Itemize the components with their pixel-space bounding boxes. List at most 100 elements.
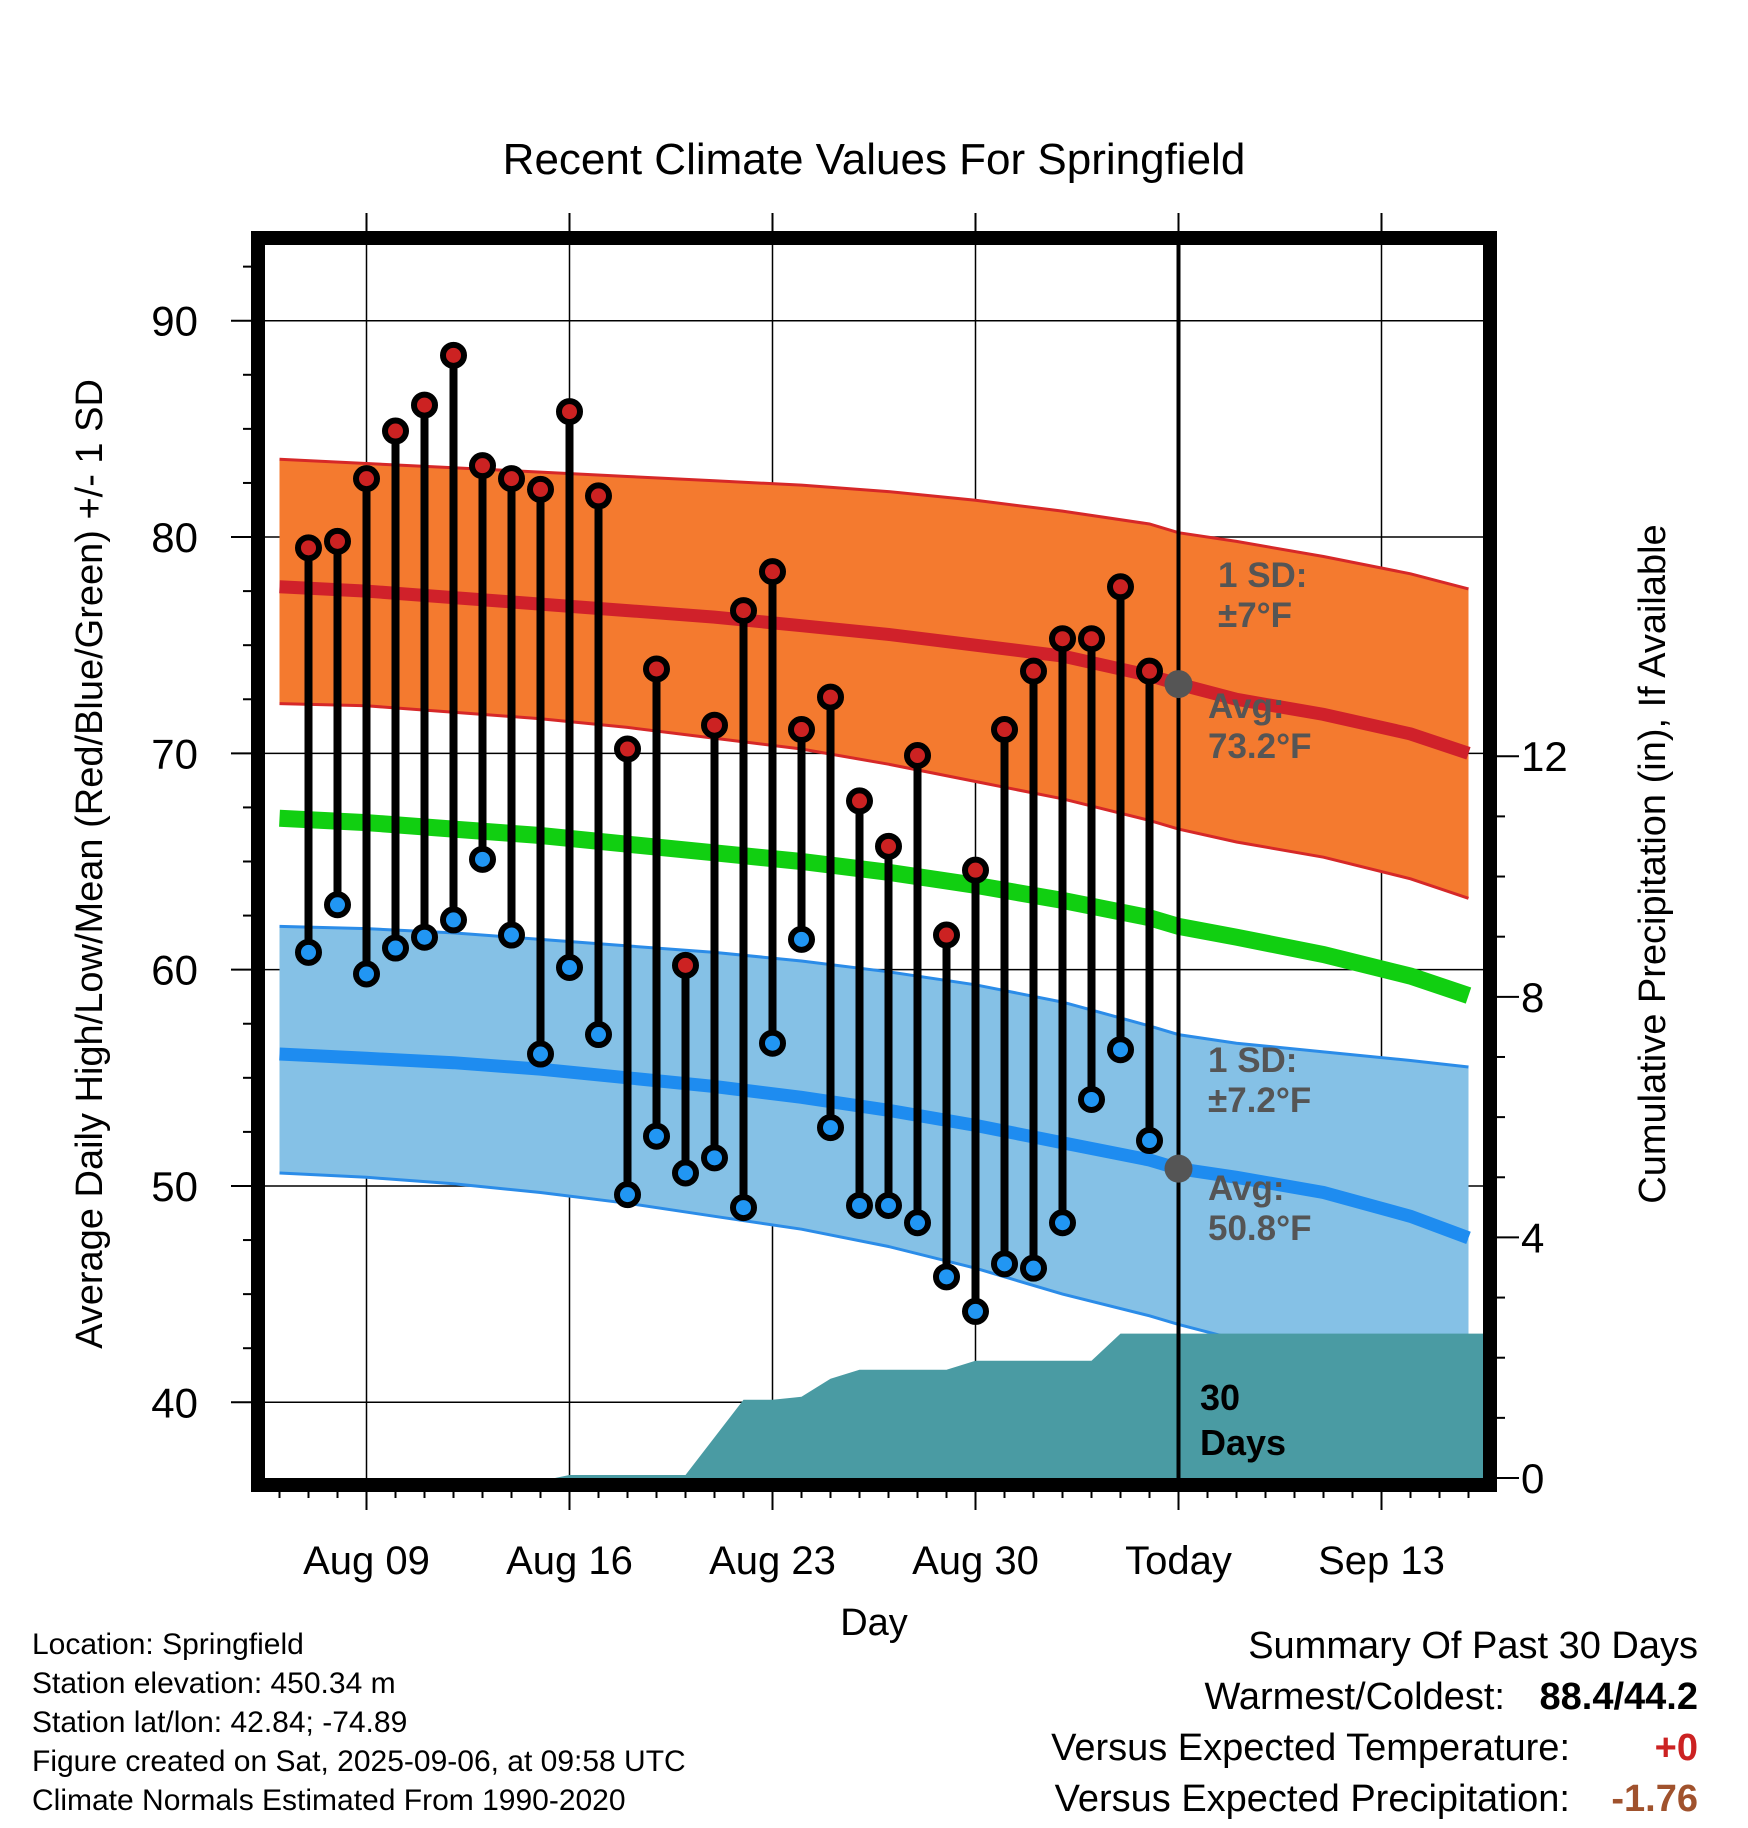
high-point [440, 341, 467, 369]
high-point [527, 475, 554, 503]
y-tick-label: 50 [151, 1163, 198, 1210]
temp-departure-row: Versus Expected Temperature: +0 [1051, 1723, 1698, 1774]
low-point [440, 906, 467, 934]
precip-departure-label: Versus Expected Precipitation: [1054, 1778, 1570, 1820]
high-lower-edge [279, 702, 1469, 900]
low-point [672, 1159, 699, 1187]
y2-tick-label: 12 [1521, 733, 1568, 780]
plot-frame [251, 231, 1497, 1492]
x-tick-label: Today [1125, 1539, 1232, 1583]
high-point [1049, 625, 1076, 653]
warmest-coldest-value: 88.4/44.2 [1539, 1676, 1698, 1718]
low-point [498, 921, 525, 949]
station-info: Location: Springfield Station elevation:… [32, 1625, 686, 1820]
precip-days-number: 30 [1200, 1377, 1240, 1418]
warmest-coldest-label: Warmest/Coldest: [1204, 1676, 1505, 1718]
high-point [788, 716, 815, 744]
y2-axis-label: Cumulative Precipitation (in), If Availa… [1632, 524, 1674, 1203]
y-tick-label: 90 [151, 298, 198, 345]
x-tick-label: Aug 23 [709, 1539, 836, 1583]
x-tick-label: Aug 30 [912, 1539, 1039, 1583]
x-tick-label: Aug 09 [303, 1539, 430, 1583]
low-point [701, 1144, 728, 1172]
low-point [1078, 1085, 1105, 1113]
high-point [411, 391, 438, 419]
low-point [1020, 1254, 1047, 1282]
low-point [1107, 1036, 1134, 1064]
low-point [817, 1114, 844, 1142]
low-point [585, 1021, 612, 1049]
high-point [846, 787, 873, 815]
low-avg-value: 50.8°F [1208, 1209, 1312, 1248]
y-tick-label: 40 [151, 1379, 198, 1426]
location-text: Location: Springfield [32, 1628, 304, 1661]
low-point [614, 1181, 641, 1209]
low-upper-edge [279, 924, 1469, 1069]
low-sd-band [279, 926, 1469, 1411]
latlon-text: Station lat/lon: 42.84; -74.89 [32, 1706, 408, 1739]
x-axis-label: Day [840, 1602, 908, 1644]
low-point [353, 960, 380, 988]
high-sd-label: 1 SD: [1218, 556, 1307, 595]
temp-departure-label: Versus Expected Temperature: [1051, 1727, 1570, 1769]
x-tick-label: Sep 13 [1318, 1539, 1445, 1583]
low-point [875, 1191, 902, 1219]
low-point [556, 953, 583, 981]
high-upper-edge [279, 457, 1469, 591]
high-point [498, 465, 525, 493]
y2-tick-label: 0 [1521, 1455, 1544, 1502]
low-point [382, 934, 409, 962]
low-point [788, 925, 815, 953]
normal-mean-line [279, 809, 1472, 1004]
low-point [962, 1297, 989, 1325]
high-point [933, 921, 960, 949]
low-point [411, 923, 438, 951]
high-point [701, 711, 728, 739]
low-point [933, 1263, 960, 1291]
created-text: Figure created on Sat, 2025-09-06, at 09… [32, 1745, 686, 1778]
temp-departure-value: +0 [1654, 1727, 1698, 1769]
high-point [672, 951, 699, 979]
elevation-text: Station elevation: 450.34 m [32, 1667, 396, 1700]
high-point [382, 417, 409, 445]
low-sd-value: ±7.2°F [1208, 1081, 1311, 1120]
high-sd-value: ±7°F [1218, 596, 1292, 635]
high-point [324, 527, 351, 555]
y2-tick-label: 4 [1521, 1214, 1544, 1261]
high-point [1107, 573, 1134, 601]
high-point [643, 655, 670, 683]
high-point [962, 856, 989, 884]
plot-contents [265, 245, 1483, 1478]
normal-low-line [279, 1047, 1471, 1244]
chart-title: Recent Climate Values For Springfield [503, 135, 1246, 184]
low-point [324, 891, 351, 919]
precip-area [497, 1333, 1483, 1478]
avg-low-marker [1164, 1154, 1193, 1183]
low-point [991, 1250, 1018, 1278]
high-point [585, 482, 612, 510]
y-axis-label: Average Daily High/Low/Mean (Red/Blue/Gr… [69, 379, 111, 1349]
y2-tick-label: 8 [1521, 974, 1544, 1021]
high-point [556, 398, 583, 426]
high-point [295, 534, 322, 562]
precip-departure-row: Versus Expected Precipitation: -1.76 [1051, 1774, 1698, 1825]
high-point [759, 558, 786, 586]
low-point [730, 1194, 757, 1222]
low-point [759, 1029, 786, 1057]
y-tick-label: 70 [151, 730, 198, 777]
precip-days-label: Days [1200, 1422, 1286, 1463]
normal-high-line [279, 580, 1471, 760]
high-avg-label: Avg: [1208, 687, 1284, 726]
x-tick-label: Aug 16 [506, 1539, 633, 1583]
low-point [904, 1209, 931, 1237]
high-point [1020, 657, 1047, 685]
y-tick-label: 80 [151, 514, 198, 561]
low-point [846, 1191, 873, 1219]
high-point [469, 452, 496, 480]
low-point [527, 1040, 554, 1068]
low-sd-label: 1 SD: [1208, 1041, 1297, 1080]
normals-text: Climate Normals Estimated From 1990-2020 [32, 1784, 626, 1817]
high-point [991, 716, 1018, 744]
